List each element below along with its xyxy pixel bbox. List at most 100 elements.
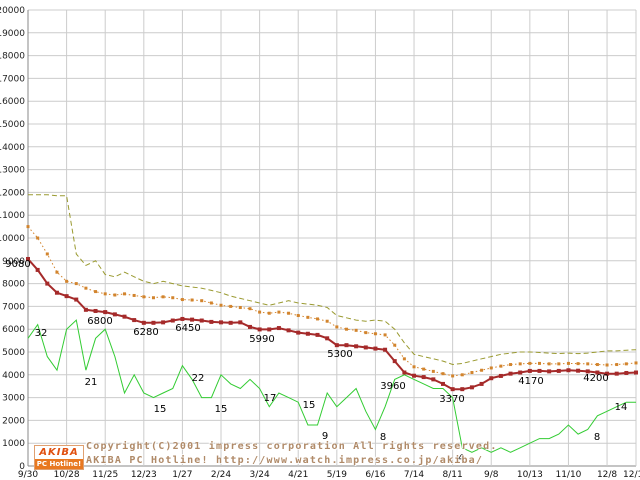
marker-lowest-price (228, 320, 233, 325)
marker-lowest-price (383, 347, 388, 352)
marker-average-price (161, 295, 165, 299)
marker-average-price (209, 301, 213, 305)
y-tick-label: 8000 (2, 280, 25, 290)
marker-average-price (470, 371, 474, 375)
marker-average-price (190, 298, 194, 302)
y-tick-label: 17000 (0, 74, 25, 84)
marker-average-price (258, 310, 262, 314)
marker-lowest-price (392, 359, 397, 364)
marker-average-price (200, 299, 204, 303)
site-url-text: AKIBA PC Hotline! http://www.watch.impre… (86, 455, 484, 466)
marker-lowest-price (344, 343, 349, 348)
point-label: 8 (380, 432, 386, 443)
marker-average-price (509, 363, 513, 367)
y-tick-label: 4000 (2, 371, 25, 381)
marker-average-price (402, 357, 406, 361)
marker-lowest-price (634, 370, 638, 375)
marker-lowest-price (83, 307, 88, 312)
marker-lowest-price (479, 381, 484, 386)
marker-average-price (518, 362, 522, 366)
point-label: 3960 (380, 381, 405, 392)
marker-average-price (412, 365, 416, 369)
marker-average-price (373, 332, 377, 336)
x-tick-label: 10/28 (54, 470, 80, 480)
marker-lowest-price (103, 310, 108, 315)
marker-average-price (393, 343, 397, 347)
marker-average-price (180, 298, 184, 302)
marker-average-price (277, 310, 281, 314)
marker-average-price (142, 295, 146, 299)
marker-lowest-price (489, 376, 494, 381)
marker-lowest-price (132, 318, 137, 323)
marker-lowest-price (209, 319, 214, 324)
marker-lowest-price (286, 328, 291, 333)
series-line-shop-count (27, 319, 636, 453)
y-tick-label: 5000 (2, 348, 25, 358)
marker-average-price (45, 252, 49, 256)
marker-average-price (248, 307, 252, 311)
marker-lowest-price (238, 320, 243, 325)
marker-lowest-price (35, 267, 40, 272)
marker-average-price (219, 303, 223, 307)
marker-lowest-price (315, 332, 320, 337)
x-tick-label: 7/14 (404, 470, 424, 480)
marker-lowest-price (267, 327, 272, 332)
point-label: 22 (192, 373, 205, 384)
point-label: 6450 (175, 323, 200, 334)
point-label: 9 (322, 431, 328, 442)
y-tick-label: 11000 (0, 211, 25, 221)
point-label: 21 (85, 377, 98, 388)
x-tick-label: 12/23 (131, 470, 157, 480)
marker-lowest-price (585, 369, 590, 374)
marker-average-price (94, 290, 98, 294)
marker-lowest-price (556, 368, 561, 373)
marker-lowest-price (325, 336, 330, 341)
series-line-average-price (27, 226, 637, 377)
y-tick-label: 18000 (0, 52, 25, 62)
point-label: 15 (303, 400, 316, 411)
marker-lowest-price (527, 368, 532, 373)
x-tick-label: 12/15 (623, 470, 640, 480)
x-tick-label: 5/19 (327, 470, 347, 480)
marker-lowest-price (576, 368, 581, 373)
marker-lowest-price (431, 377, 436, 382)
x-tick-label: 2/24 (211, 470, 231, 480)
marker-lowest-price (64, 294, 69, 299)
marker-lowest-price (112, 312, 117, 317)
marker-average-price (238, 306, 242, 310)
marker-lowest-price (460, 387, 465, 392)
marker-average-price (229, 304, 233, 308)
marker-lowest-price (161, 320, 166, 325)
series-line-lowest-price (27, 258, 637, 391)
y-tick-label: 15000 (0, 120, 25, 130)
marker-average-price (123, 292, 127, 296)
marker-average-price (74, 282, 78, 286)
marker-lowest-price (199, 318, 204, 323)
marker-average-price (364, 331, 368, 335)
marker-lowest-price (122, 314, 127, 319)
marker-lowest-price (498, 373, 503, 378)
point-label: 14 (615, 402, 628, 413)
marker-lowest-price (45, 281, 50, 286)
marker-lowest-price (412, 373, 417, 378)
marker-lowest-price (373, 346, 378, 351)
y-tick-label: 9000 (2, 257, 25, 267)
marker-lowest-price (170, 318, 175, 323)
marker-average-price (306, 315, 310, 319)
akiba-logo-subtitle: PC Hotline! (35, 459, 83, 469)
x-tick-label: 9/30 (18, 470, 38, 480)
marker-lowest-price (296, 330, 301, 335)
y-tick-label: 14000 (0, 143, 25, 153)
marker-lowest-price (354, 344, 359, 349)
marker-average-price (26, 225, 30, 229)
point-label: 4 (458, 453, 464, 464)
marker-average-price (422, 367, 426, 371)
marker-average-price (528, 361, 532, 365)
marker-lowest-price (247, 324, 252, 329)
marker-average-price (325, 319, 329, 323)
y-tick-label: 6000 (2, 325, 25, 335)
marker-average-price (431, 369, 435, 373)
marker-average-price (151, 296, 155, 300)
y-tick-label: 10000 (0, 234, 25, 244)
